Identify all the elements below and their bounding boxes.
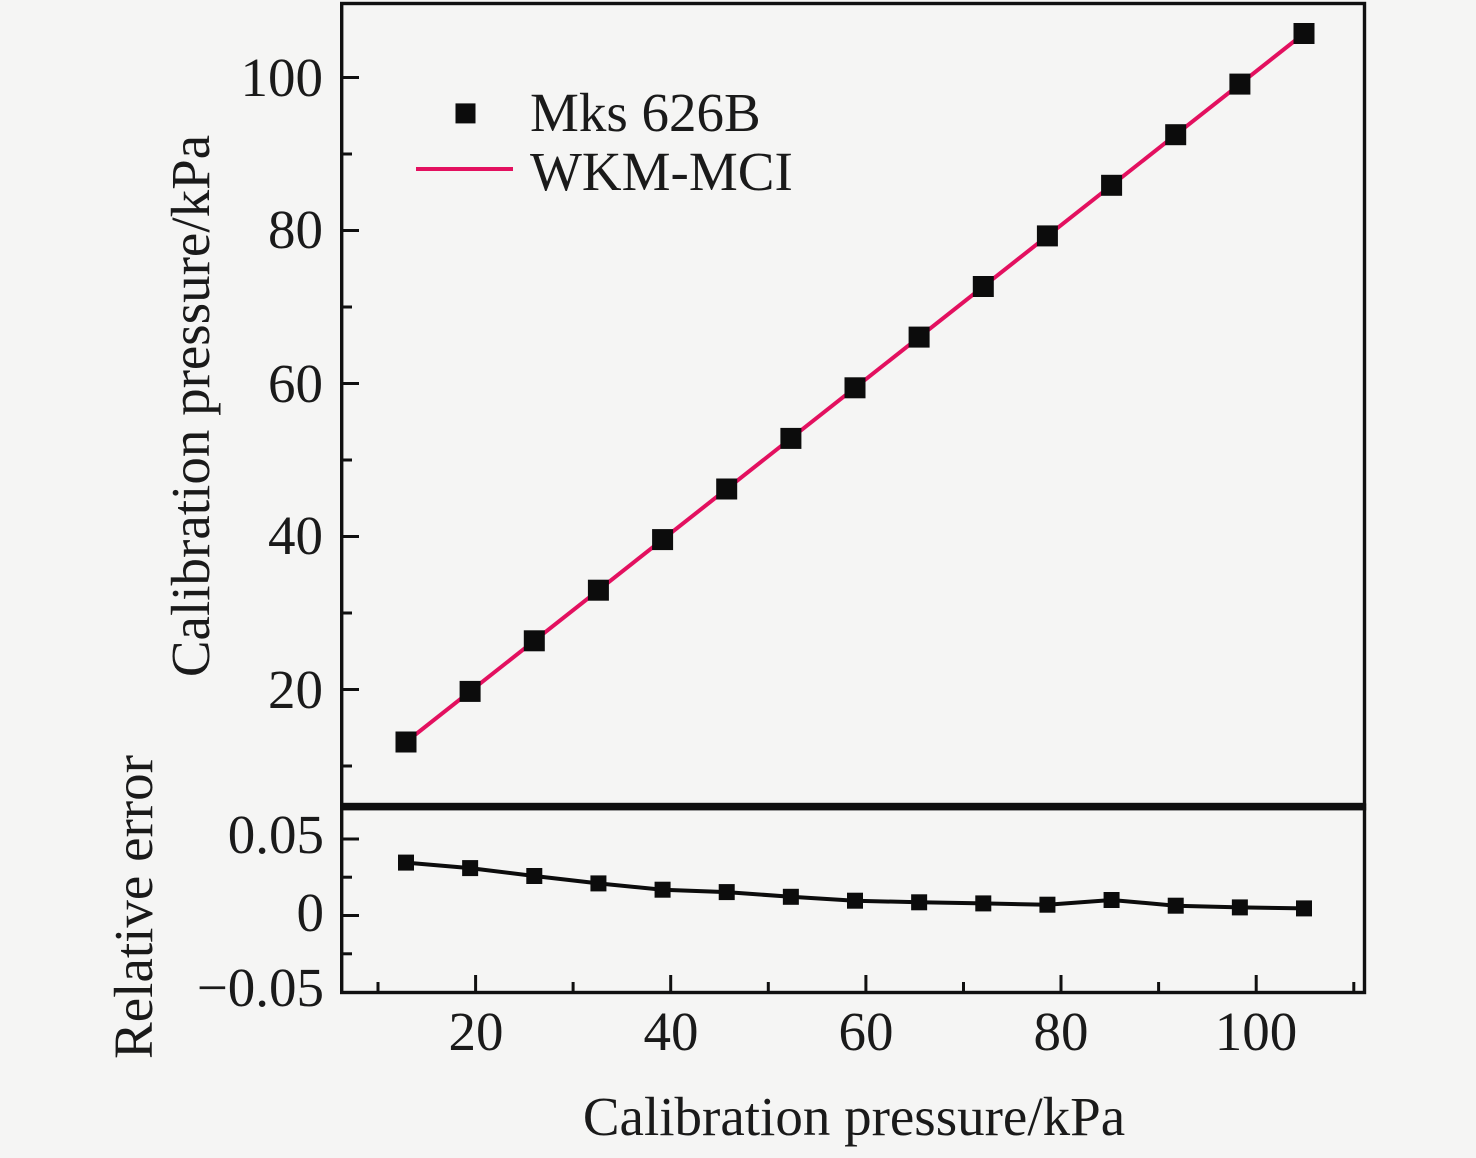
svg-text:−0.05: −0.05 bbox=[197, 957, 324, 1018]
svg-text:80: 80 bbox=[268, 199, 323, 260]
svg-text:Relative error: Relative error bbox=[103, 755, 164, 1059]
svg-text:100: 100 bbox=[241, 47, 324, 108]
svg-text:WKM-MCI: WKM-MCI bbox=[530, 141, 793, 202]
svg-text:0.05: 0.05 bbox=[228, 804, 324, 865]
svg-text:20: 20 bbox=[268, 659, 323, 720]
svg-text:20: 20 bbox=[449, 1001, 504, 1062]
svg-text:60: 60 bbox=[839, 1001, 894, 1062]
svg-text:60: 60 bbox=[268, 353, 323, 414]
svg-text:40: 40 bbox=[644, 1001, 699, 1062]
svg-text:100: 100 bbox=[1215, 1001, 1298, 1062]
svg-text:80: 80 bbox=[1034, 1001, 1089, 1062]
svg-text:Mks 626B: Mks 626B bbox=[530, 82, 761, 143]
svg-text:0: 0 bbox=[297, 882, 325, 943]
svg-text:Calibration pressure/kPa: Calibration pressure/kPa bbox=[583, 1086, 1125, 1147]
svg-text:40: 40 bbox=[268, 505, 323, 566]
svg-text:Calibration pressure/kPa: Calibration pressure/kPa bbox=[160, 135, 221, 677]
